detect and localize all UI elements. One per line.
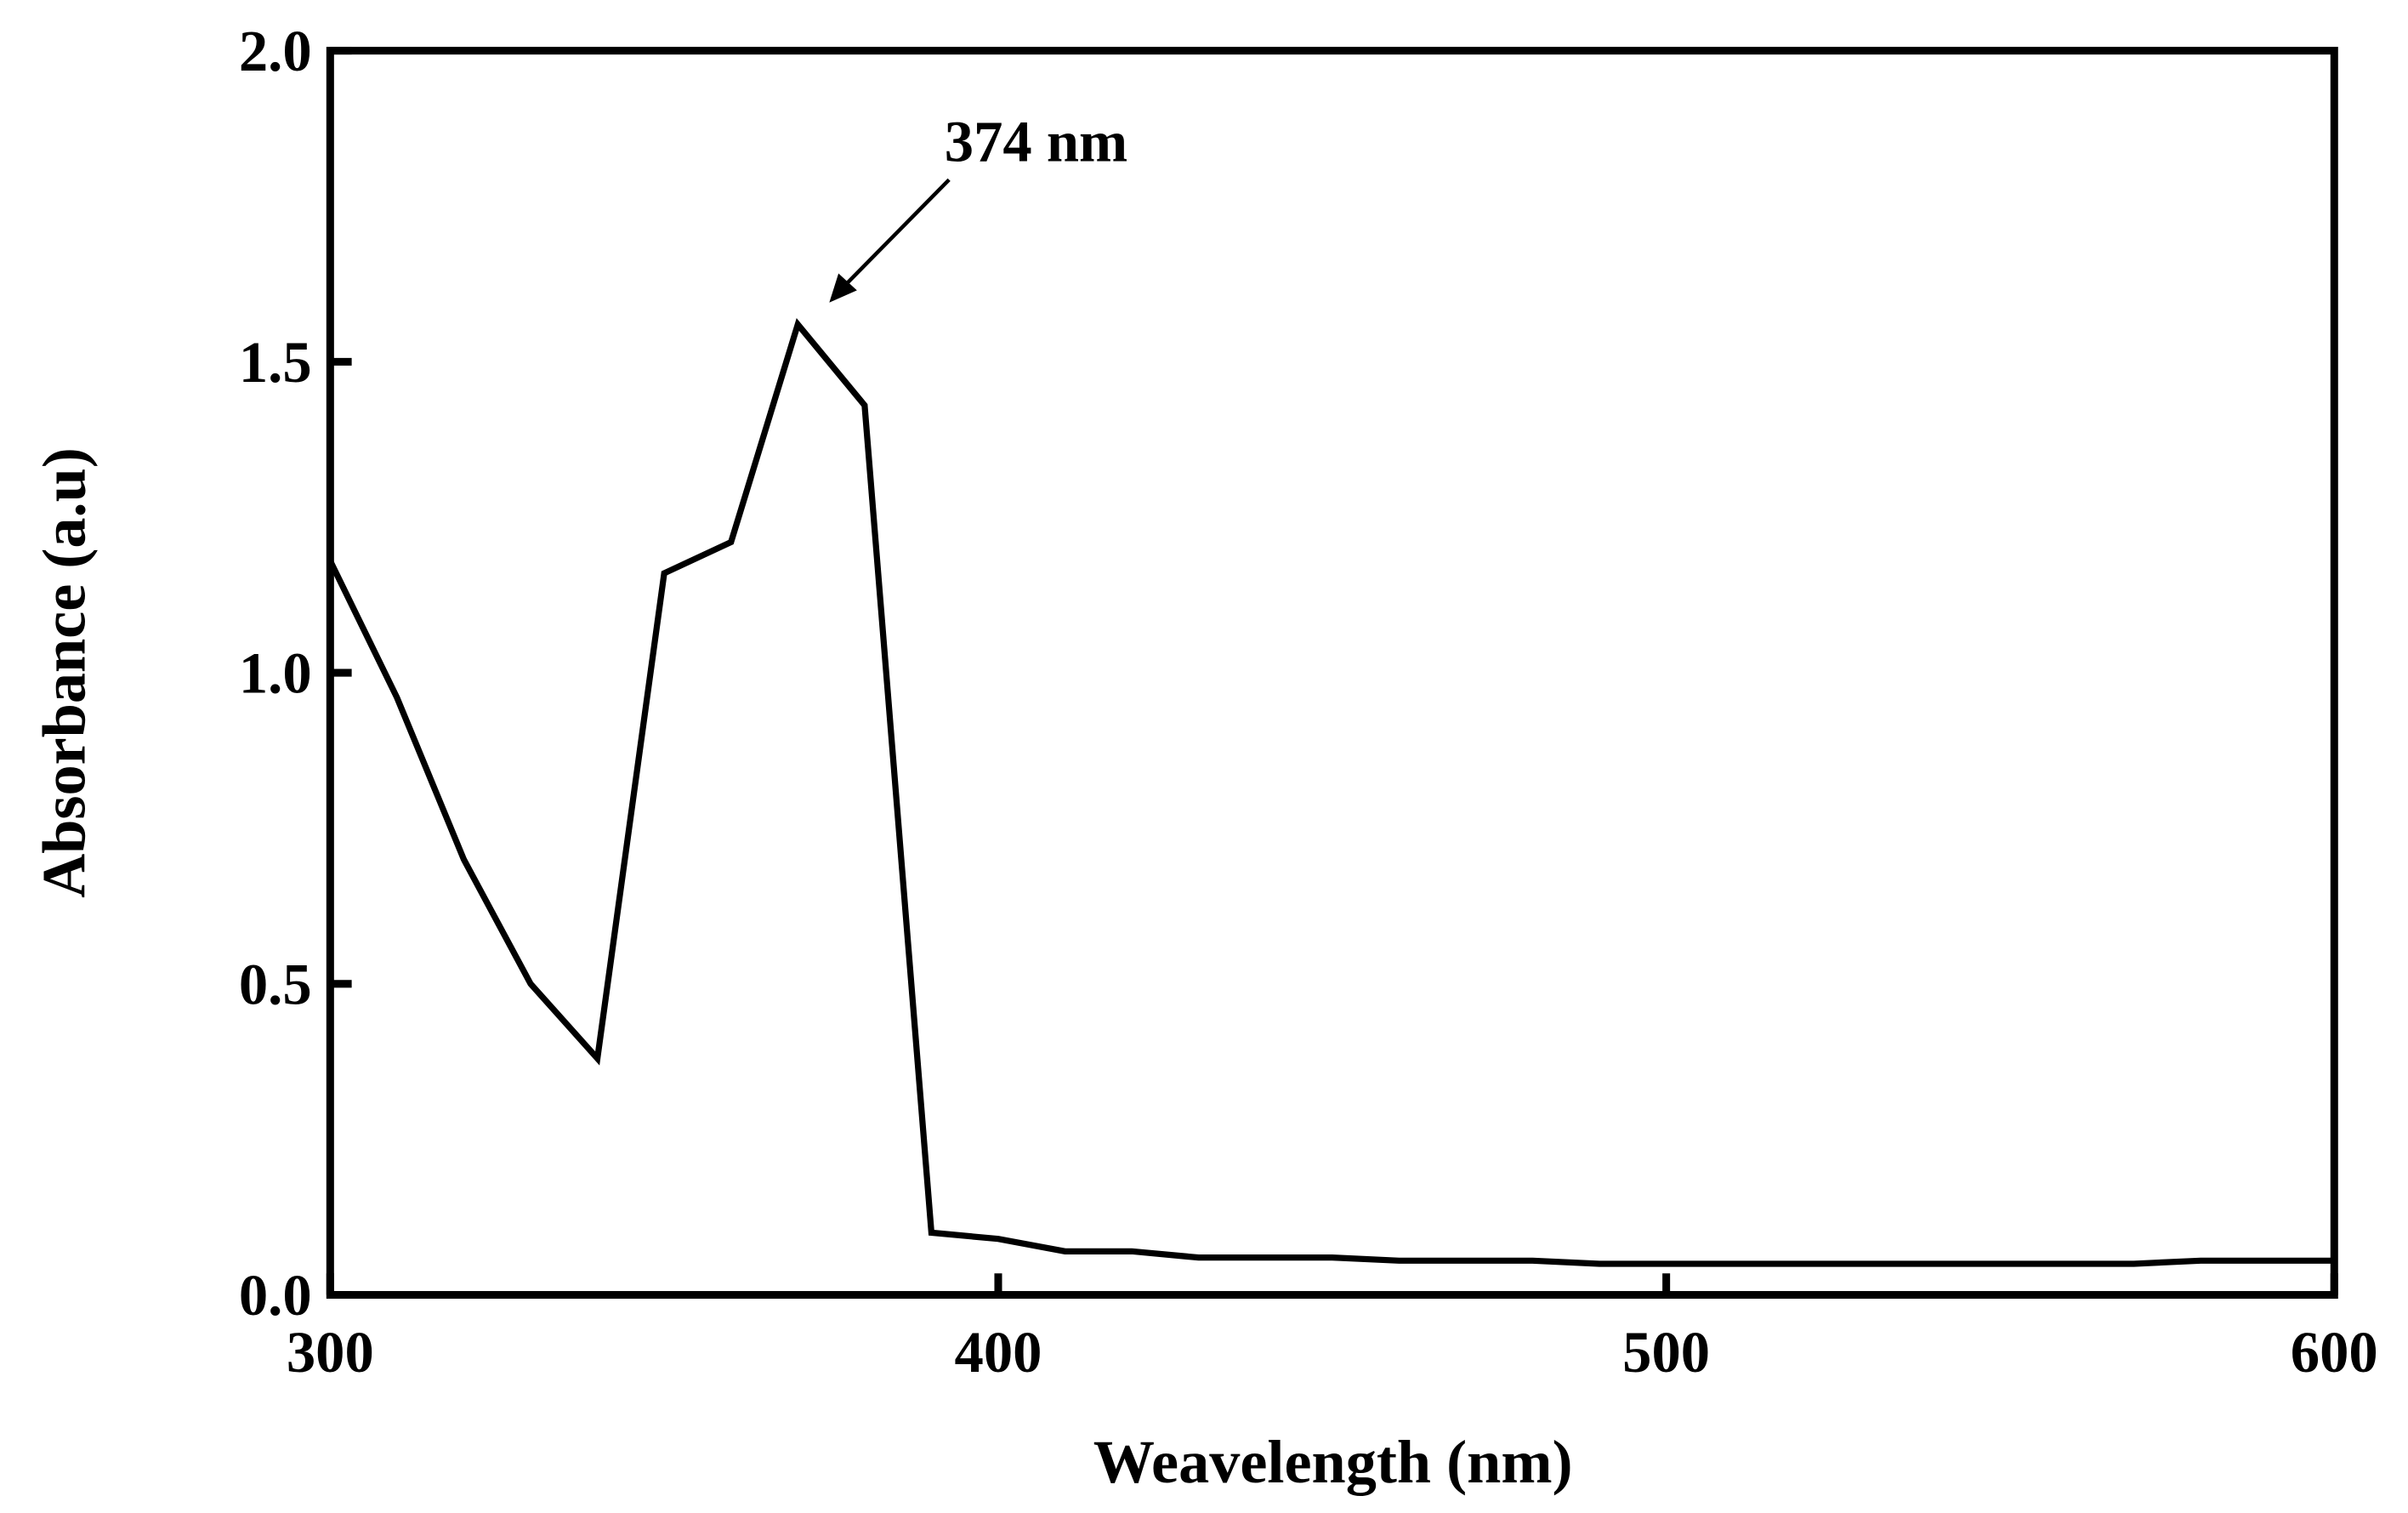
annotation: 374 nm	[945, 110, 1127, 174]
x-tick-label: 600	[2291, 1320, 2378, 1385]
plot-frame	[326, 47, 2338, 1300]
x-tick-label: 400	[955, 1320, 1042, 1385]
y-tick-label: 2.0	[239, 19, 312, 83]
data-line	[327, 317, 2335, 1267]
y-tick-label: 0.0	[239, 1263, 312, 1328]
y-tick-label: 1.0	[239, 641, 312, 706]
x-tick-label: 300	[287, 1320, 374, 1385]
x-tick-label: 500	[1622, 1320, 1710, 1385]
y-tick-label: 0.5	[239, 952, 312, 1016]
y-axis-label: Absorbance (a.u)	[30, 447, 98, 898]
y-tick-label: 1.5	[239, 330, 312, 395]
annotation-arrow	[829, 178, 951, 303]
x-axis-label: Weavelength (nm)	[1093, 1428, 1573, 1496]
